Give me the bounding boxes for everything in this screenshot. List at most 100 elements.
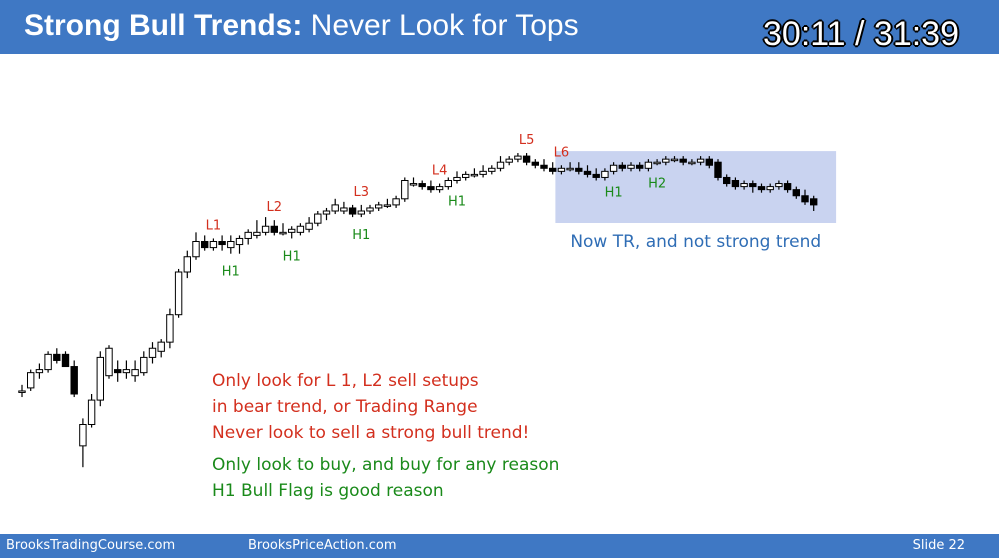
candle-body (749, 183, 757, 188)
candle (583, 165, 592, 178)
candle-body (636, 164, 644, 169)
candle (670, 156, 679, 163)
candle (253, 220, 261, 239)
candle-body (383, 204, 392, 207)
candle-body (253, 231, 261, 236)
candle (174, 268, 183, 318)
candle (61, 351, 70, 368)
candle (592, 168, 600, 181)
candle (44, 351, 52, 373)
candle (531, 159, 539, 169)
candle-body (183, 256, 192, 273)
candle-body (105, 347, 113, 377)
candle (375, 201, 383, 211)
candle-body (357, 210, 366, 215)
candle-body (401, 180, 409, 200)
candle-body (679, 158, 687, 163)
candle (540, 159, 548, 172)
candle (444, 177, 453, 190)
candle (18, 384, 26, 398)
candle-body (714, 161, 722, 178)
candle (79, 418, 87, 468)
candle (679, 156, 687, 166)
candle (462, 171, 470, 181)
candle-body (375, 204, 383, 209)
candle (757, 183, 766, 193)
candle (235, 235, 244, 254)
price-chart: Now TR, and not strong trend L1 L2 L3 L4 L5 L6… (18, 133, 837, 468)
candle (296, 223, 305, 236)
candle-body (653, 161, 661, 165)
candle-body (810, 198, 818, 206)
candle (218, 235, 226, 251)
candle (288, 226, 296, 239)
video-timer: 30:11 / 31:39 (763, 15, 959, 53)
candle-body (70, 366, 78, 395)
candle-body (409, 183, 418, 186)
candle (496, 156, 505, 172)
sell-signal-label: L1 (206, 218, 222, 233)
candle-body (775, 183, 783, 188)
candle (653, 159, 661, 166)
candle (627, 162, 635, 172)
candle-body (644, 161, 653, 169)
candle (522, 153, 531, 166)
candle (366, 204, 374, 215)
slide-title-bold: Strong Bull Trends: (24, 9, 303, 42)
buy-setup-notes: Only look to buy, and buy for any reason… (212, 452, 559, 504)
candle-body (44, 353, 52, 371)
candle-body (705, 158, 713, 166)
candle (314, 211, 322, 227)
candle-body (583, 170, 592, 175)
candle-body (540, 164, 548, 169)
candle (644, 159, 653, 172)
candle-body (261, 225, 270, 233)
buy-signal-label: H2 (648, 176, 666, 191)
candle (122, 360, 131, 379)
candle (723, 174, 731, 187)
candle (401, 177, 409, 202)
sell-signal-label: L2 (267, 200, 283, 215)
candle (131, 360, 139, 382)
candle-body (209, 241, 218, 249)
candle (279, 223, 287, 236)
candle (348, 204, 357, 218)
footer-bar: BrooksTradingCourse.com BrooksPriceActio… (0, 534, 999, 558)
candle-body (731, 180, 740, 188)
candle (53, 348, 61, 364)
candle-body (201, 241, 209, 249)
candle-body (505, 158, 513, 163)
candle (409, 177, 418, 187)
candle-body (723, 176, 731, 185)
candle (114, 360, 122, 382)
candle-body (470, 173, 479, 177)
candle-body (322, 210, 331, 215)
candle-body (166, 314, 174, 343)
candle-body (801, 195, 809, 203)
candle (714, 159, 722, 181)
candle (740, 180, 748, 190)
candle (731, 177, 740, 190)
candle (322, 207, 331, 221)
buy-signal-label: H1 (605, 185, 623, 200)
candle-body (462, 173, 470, 178)
candle-body (314, 213, 322, 224)
candle-body (288, 228, 296, 233)
candle (357, 204, 366, 218)
candle-body (435, 186, 444, 191)
candle (392, 195, 400, 208)
green-note-line: H1 Bull Flag is good reason (212, 481, 444, 501)
candle (696, 156, 705, 166)
candle-body (453, 176, 461, 181)
sell-signal-label: L6 (554, 145, 570, 160)
candle (157, 339, 165, 358)
candle (261, 217, 270, 236)
candle-body (627, 164, 635, 169)
trading-range-box (555, 151, 837, 223)
candle-body (79, 424, 87, 447)
slide-title: Strong Bull Trends: Never Look for Tops (24, 6, 579, 46)
candle-body (270, 225, 279, 233)
sell-signal-label: L3 (354, 185, 370, 200)
candle-body (157, 341, 165, 352)
candle-body (418, 183, 426, 188)
